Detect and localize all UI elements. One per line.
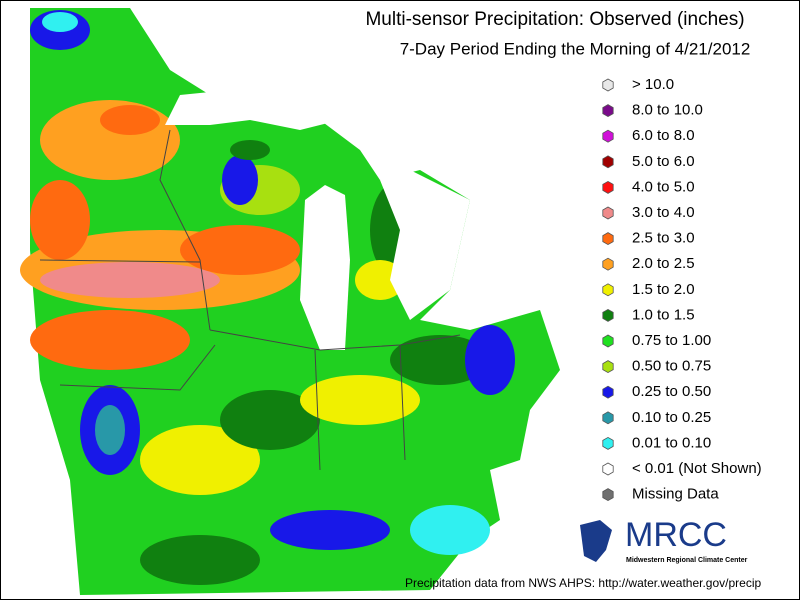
legend-label: Missing Data — [632, 486, 719, 503]
legend-swatch — [602, 283, 614, 297]
legend-swatch — [602, 334, 614, 348]
map — [20, 8, 560, 595]
legend-swatch — [602, 462, 614, 476]
title: Multi-sensor Precipitation: Observed (in… — [365, 9, 744, 30]
legend-label: 3.0 to 4.0 — [632, 204, 695, 221]
logo-map-icon — [580, 520, 612, 562]
precip-fields — [20, 10, 515, 585]
legend-swatch — [602, 78, 614, 92]
legend-label: 2.0 to 2.5 — [632, 255, 695, 272]
legend-swatch — [602, 360, 614, 374]
legend-label: 6.0 to 8.0 — [632, 127, 695, 144]
legend-label: 8.0 to 10.0 — [632, 102, 703, 119]
state-borders — [39, 129, 461, 471]
logo-name: MRCC — [625, 516, 727, 554]
legend-swatch — [602, 232, 614, 246]
legend-label: > 10.0 — [632, 76, 674, 93]
subtitle: 7-Day Period Ending the Morning of 4/21/… — [400, 39, 751, 58]
lake-superior — [165, 60, 340, 130]
legend-label: 5.0 to 6.0 — [632, 153, 695, 170]
footer-source: Precipitation data from NWS AHPS: http:/… — [405, 576, 761, 590]
legend-label: 0.10 to 0.25 — [632, 409, 711, 426]
legend-label: 0.75 to 1.00 — [632, 332, 711, 349]
legend-swatch — [602, 104, 614, 118]
logo-full-name: Midwestern Regional Climate Center — [626, 557, 748, 564]
legend-label: 1.0 to 1.5 — [632, 306, 695, 323]
legend-label: < 0.01 (Not Shown) — [632, 460, 762, 477]
legend-swatch — [602, 488, 614, 502]
legend-label: 1.5 to 2.0 — [632, 281, 695, 298]
legend-label: 2.5 to 3.0 — [632, 230, 695, 247]
lake-michigan — [300, 185, 350, 350]
legend-swatch — [602, 257, 614, 271]
legend-label: 0.01 to 0.10 — [632, 434, 711, 451]
legend-swatch — [602, 308, 614, 322]
legend-swatch — [602, 129, 614, 143]
legend-swatch — [602, 180, 614, 194]
logo: MRCC Midwestern Regional Climate Center — [580, 516, 748, 564]
legend-swatch — [602, 206, 614, 220]
legend-swatch — [602, 155, 614, 169]
legend: > 10.0 8.0 to 10.0 6.0 to 8.0 5.0 to 6.0 4.0… — [602, 76, 762, 503]
legend-label: 4.0 to 5.0 — [632, 178, 695, 195]
legend-label: 0.50 to 0.75 — [632, 358, 711, 375]
legend-label: 0.25 to 0.50 — [632, 383, 711, 400]
legend-swatch — [602, 411, 614, 425]
legend-swatch — [602, 436, 614, 450]
legend-swatch — [602, 385, 614, 399]
lake-huron — [380, 165, 470, 320]
